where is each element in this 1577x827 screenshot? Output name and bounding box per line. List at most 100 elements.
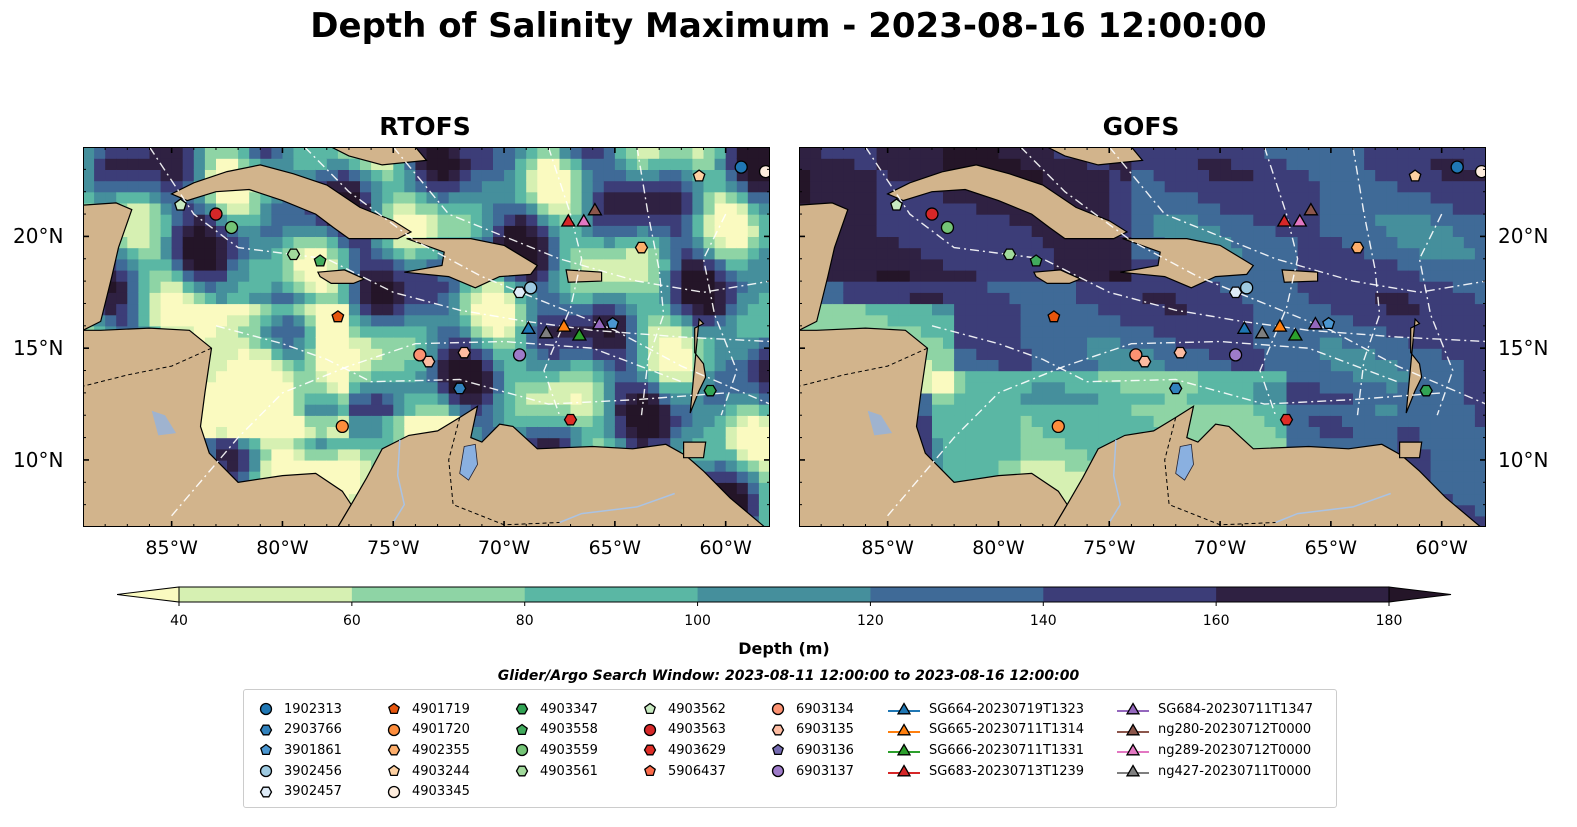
land-lesser xyxy=(689,317,707,414)
triangle-marker-icon xyxy=(1117,764,1149,777)
land-hispaniola xyxy=(404,237,539,289)
legend-item: 3901861 xyxy=(256,740,342,760)
triangle-marker-icon xyxy=(888,743,920,756)
legend-label: 6903136 xyxy=(796,742,854,758)
obs-4903561 xyxy=(1002,248,1017,261)
triangle-marker-icon xyxy=(1117,702,1149,715)
circle-marker xyxy=(515,744,529,757)
hexagon-marker xyxy=(387,744,401,756)
obs-4903562 xyxy=(174,198,187,211)
pentagon-marker xyxy=(644,764,656,777)
circle-marker-icon xyxy=(387,723,401,736)
main-title: Depth of Salinity Maximum - 2023-08-16 1… xyxy=(310,6,1267,46)
triangle-marker xyxy=(1125,764,1141,777)
circle-marker xyxy=(771,764,785,778)
circle-marker xyxy=(387,723,401,736)
triangle-marker-icon xyxy=(888,764,920,777)
colorbar-tick-label: 80 xyxy=(516,613,534,629)
lon-tick-label: 85°W xyxy=(861,537,914,559)
triangle-marker-icon xyxy=(1117,743,1149,756)
colorbar-bin xyxy=(524,587,699,602)
country-border xyxy=(448,417,560,526)
maritime-boundary xyxy=(931,325,1442,405)
circle-marker-icon xyxy=(259,764,273,778)
lon-tick-label: 75°W xyxy=(1083,537,1136,559)
legend-item: ng289-20230712T0000 xyxy=(1116,740,1311,760)
colorbar-tick-label: 40 xyxy=(170,613,188,629)
legend-item: 4903561 xyxy=(512,761,598,781)
obs-ng427-20230711T0000 xyxy=(1254,325,1270,339)
circle-marker-icon xyxy=(259,702,273,716)
obs-3902457 xyxy=(512,286,527,299)
river xyxy=(392,439,406,523)
pentagon-marker xyxy=(772,744,784,756)
obs-2903766 xyxy=(452,382,467,395)
obs-6903134 xyxy=(1129,348,1143,362)
obs-ng280-20230712T0000 xyxy=(1303,202,1319,216)
legend-item: 4903559 xyxy=(512,740,598,760)
colorbar-tick-label: 60 xyxy=(343,613,361,629)
land-jamaica xyxy=(316,269,366,284)
maritime-boundary xyxy=(702,213,738,416)
obs-SG664-20230719T1323 xyxy=(520,320,537,334)
triangle-marker-icon xyxy=(888,722,920,736)
obs-6903134 xyxy=(413,348,427,362)
obs-4901720 xyxy=(1051,419,1065,434)
circle-marker xyxy=(259,702,273,716)
legend-label: 3902457 xyxy=(284,784,342,800)
circle-marker-icon xyxy=(387,785,401,798)
lake-nicaragua xyxy=(867,410,893,436)
triangle-marker xyxy=(896,743,912,756)
hexagon-marker xyxy=(643,744,657,756)
land-lesser xyxy=(1405,317,1423,414)
obs-4903244 xyxy=(692,169,706,182)
triangle-marker xyxy=(896,702,912,715)
rtofs-map xyxy=(83,147,770,527)
triangle-marker xyxy=(1125,722,1141,736)
lon-tick-label: 60°W xyxy=(699,537,752,559)
legend-label: 2903766 xyxy=(284,722,342,738)
obs-4903345 xyxy=(1474,164,1486,179)
pentagon-marker xyxy=(644,702,656,715)
obs-2903766 xyxy=(1168,382,1183,395)
colorbar-bin xyxy=(697,587,871,602)
colorbar-tick-label: 180 xyxy=(1376,613,1403,629)
land-cuba xyxy=(886,164,1129,240)
colorbar-bin xyxy=(179,587,353,602)
maritime-boundary xyxy=(215,325,726,405)
obs-4903244 xyxy=(1408,169,1422,182)
legend-item: 6903136 xyxy=(768,740,854,760)
hexagon-marker xyxy=(259,724,273,736)
maritime-boundary xyxy=(864,147,1486,343)
country-border xyxy=(1164,417,1276,526)
legend-label: 4903345 xyxy=(412,784,470,800)
obs-4902355 xyxy=(1350,241,1365,254)
river xyxy=(559,492,675,524)
colorbar-tick-label: 140 xyxy=(1030,613,1057,629)
obs-3902456 xyxy=(524,281,538,295)
pentagon-marker xyxy=(260,744,272,756)
lat-tick-label-right: 20°N xyxy=(1498,224,1549,249)
obs-3902456 xyxy=(1240,281,1254,295)
river xyxy=(1108,439,1122,523)
legend-item: 3902457 xyxy=(256,782,342,802)
pentagon-marker-icon xyxy=(260,744,272,756)
maritime-boundary xyxy=(1352,147,1381,416)
land-jamaica xyxy=(1032,269,1082,284)
hexagon-marker xyxy=(259,786,273,798)
hexagon-marker xyxy=(771,724,785,736)
legend-item: ng427-20230711T0000 xyxy=(1116,761,1311,781)
triangle-marker xyxy=(1125,702,1141,715)
legend-label: 6903137 xyxy=(796,763,854,779)
pentagon-marker-icon xyxy=(516,723,528,735)
land-puertorico xyxy=(565,269,603,283)
land-southam xyxy=(337,405,770,527)
hexagon-marker xyxy=(515,765,529,777)
lake-maracaibo xyxy=(1175,443,1194,481)
obs-4901719 xyxy=(331,310,345,323)
obs-4903563 xyxy=(925,207,939,221)
gofs-map xyxy=(799,147,1486,527)
circle-marker xyxy=(643,723,657,736)
lon-tick-label: 70°W xyxy=(1193,537,1247,559)
legend-item: 4903558 xyxy=(512,720,598,740)
